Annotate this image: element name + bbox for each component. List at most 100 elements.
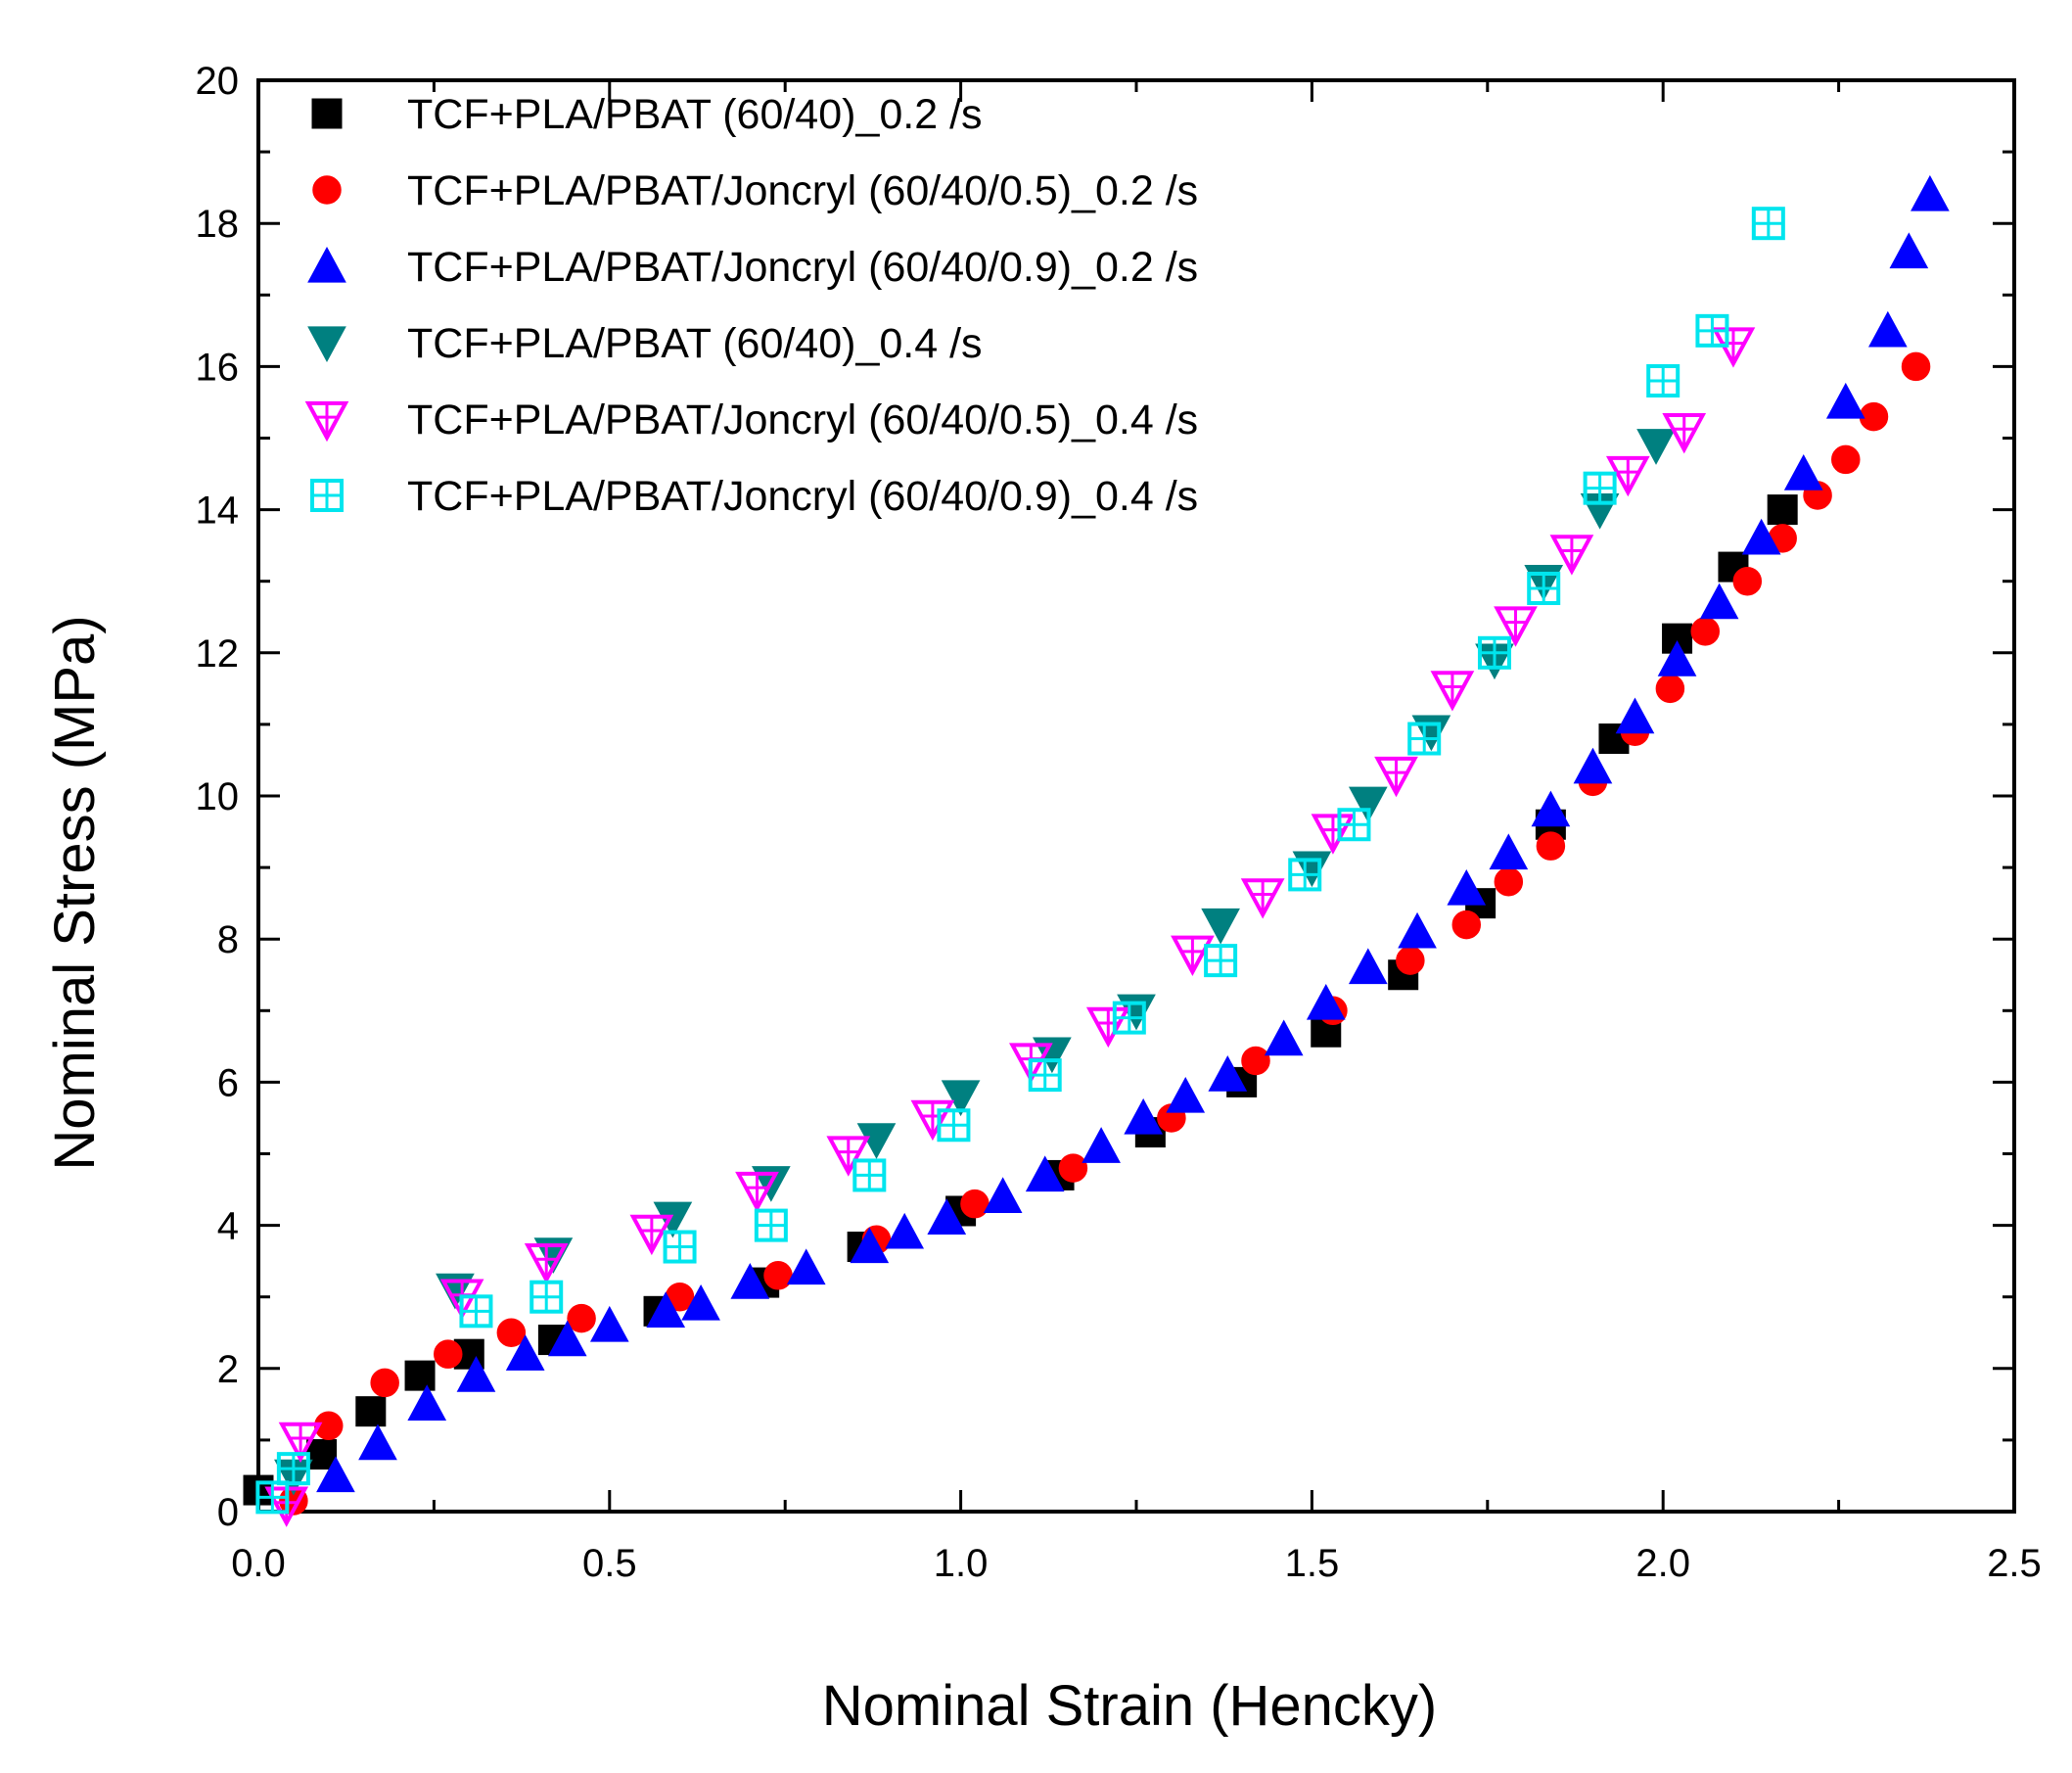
data-point: [404, 1360, 436, 1391]
data-point: [1288, 858, 1322, 892]
data-point: [754, 1208, 788, 1242]
data-point: [589, 1305, 629, 1342]
y-tick-label: 4: [217, 1205, 239, 1248]
data-point: [1171, 935, 1215, 977]
data-point: [1306, 983, 1346, 1020]
data-point: [1657, 640, 1697, 677]
data-point: [1695, 313, 1729, 348]
data-point: [1407, 722, 1442, 756]
data-point: [316, 1456, 355, 1493]
y-tick-label: 16: [196, 346, 240, 389]
x-axis-title: Nominal Strain (Hencky): [822, 1674, 1438, 1738]
data-point: [1867, 310, 1908, 348]
data-point: [1082, 1127, 1121, 1163]
y-tick-label: 18: [196, 203, 240, 246]
legend-marker: [307, 326, 346, 363]
data-point: [1583, 471, 1617, 505]
data-point: [1699, 583, 1739, 620]
x-tick-label: 0.5: [582, 1542, 637, 1585]
data-points: [243, 174, 1950, 1527]
x-tick-label: 2.0: [1635, 1542, 1690, 1585]
data-point: [1201, 908, 1240, 945]
data-point: [459, 1294, 493, 1329]
x-tick-label: 1.0: [934, 1542, 989, 1585]
data-point: [960, 1189, 990, 1219]
data-point: [1549, 535, 1594, 576]
data-point: [1240, 878, 1285, 919]
data-point: [1477, 635, 1511, 670]
data-point: [1690, 617, 1721, 646]
data-point: [1718, 551, 1749, 583]
y-tick-label: 14: [196, 490, 240, 533]
legend-label: TCF+PLA/PBAT/Joncryl (60/40/0.5)_0.2 /s: [407, 167, 1198, 214]
data-point: [1124, 1097, 1164, 1135]
y-tick-label: 20: [196, 60, 240, 103]
data-point: [1058, 1153, 1088, 1183]
data-point: [1264, 1019, 1304, 1056]
data-point: [1112, 1001, 1146, 1035]
data-point: [1605, 455, 1650, 497]
data-point: [1732, 566, 1763, 596]
data-point: [1741, 518, 1781, 555]
data-point: [1536, 831, 1566, 861]
data-point: [496, 1318, 527, 1347]
data-point: [1825, 382, 1865, 419]
data-point: [1494, 866, 1524, 897]
data-point: [1028, 1058, 1062, 1093]
data-point: [1662, 413, 1707, 454]
data-point: [1208, 1055, 1248, 1092]
data-point: [1025, 1155, 1065, 1192]
data-point: [524, 1243, 569, 1284]
data-point: [852, 1158, 887, 1192]
data-point: [1337, 808, 1371, 842]
legend-marker: [307, 246, 346, 283]
data-point: [730, 1263, 770, 1299]
data-point: [850, 1227, 890, 1264]
data-point: [1531, 790, 1571, 827]
y-axis-title: Nominal Stress (MPa): [43, 615, 107, 1170]
data-point: [885, 1212, 925, 1249]
data-point: [763, 1261, 793, 1290]
data-point: [1204, 944, 1238, 978]
y-tick-label: 8: [217, 918, 239, 961]
data-point: [1783, 453, 1823, 490]
y-tick-label: 10: [196, 775, 240, 818]
legend-marker: [311, 98, 343, 129]
data-point: [1636, 429, 1676, 465]
data-point: [407, 1384, 447, 1421]
legend-marker: [310, 479, 344, 512]
data-point: [276, 1452, 310, 1486]
data-point: [1889, 232, 1929, 269]
y-tick-label: 0: [217, 1491, 239, 1534]
data-point: [1451, 910, 1482, 940]
data-point: [735, 1171, 779, 1213]
data-point: [1767, 494, 1798, 526]
data-point: [1655, 674, 1685, 704]
data-point: [786, 1248, 826, 1285]
axis-tick-labels: 0.0 0.5 1.0 1.5 2.0 2.5 0 2 4 6 8 10 12 14 16 18 20: [196, 60, 2042, 1585]
data-point: [456, 1356, 496, 1392]
data-point: [653, 1201, 693, 1238]
data-point: [1911, 174, 1950, 211]
y-tick-label: 2: [217, 1348, 239, 1391]
data-point: [937, 1108, 971, 1143]
legend-label: TCF+PLA/PBAT/Joncryl (60/40/0.9)_0.2 /s: [407, 244, 1198, 291]
data-point: [547, 1320, 587, 1357]
data-point: [1646, 364, 1681, 398]
data-point: [1573, 747, 1613, 784]
y-tick-label: 6: [217, 1061, 239, 1104]
data-point: [1166, 1076, 1206, 1113]
legend-marker: [312, 175, 342, 205]
data-point: [434, 1339, 463, 1369]
data-point: [370, 1368, 399, 1398]
data-point: [1396, 946, 1425, 975]
data-point: [681, 1283, 720, 1321]
x-tick-label: 2.5: [1987, 1542, 2042, 1585]
data-point: [1489, 833, 1529, 870]
data-point: [1348, 786, 1388, 823]
data-point: [1398, 911, 1437, 949]
series-5: [264, 327, 1756, 1527]
data-point: [567, 1303, 596, 1333]
data-point: [255, 1480, 290, 1515]
